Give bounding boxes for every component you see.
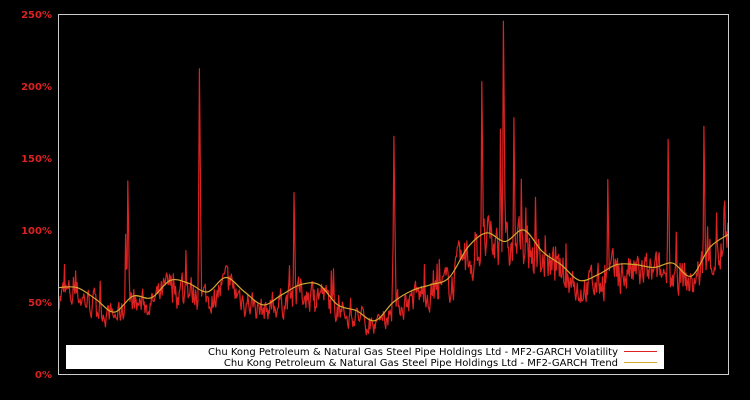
y-tick-label: 250% (21, 10, 52, 21)
trend-series-line (58, 229, 729, 322)
plot-frame (58, 14, 729, 375)
y-tick-label: 0% (35, 370, 52, 381)
legend-box (66, 345, 664, 369)
y-tick-label: 50% (28, 298, 52, 309)
y-axis-tick-labels: 0% 50% 100% 150% 200% 250% (21, 10, 52, 381)
legend-label-volatility: Chu Kong Petroleum & Natural Gas Steel P… (208, 347, 618, 358)
y-tick-label: 200% (21, 82, 52, 93)
legend: Chu Kong Petroleum & Natural Gas Steel P… (66, 345, 664, 369)
legend-label-trend: Chu Kong Petroleum & Natural Gas Steel P… (224, 358, 618, 369)
y-tick-label: 150% (21, 154, 52, 165)
volatility-series-line (57, 20, 730, 336)
y-tick-label: 100% (21, 226, 52, 237)
plot-area (57, 20, 730, 336)
